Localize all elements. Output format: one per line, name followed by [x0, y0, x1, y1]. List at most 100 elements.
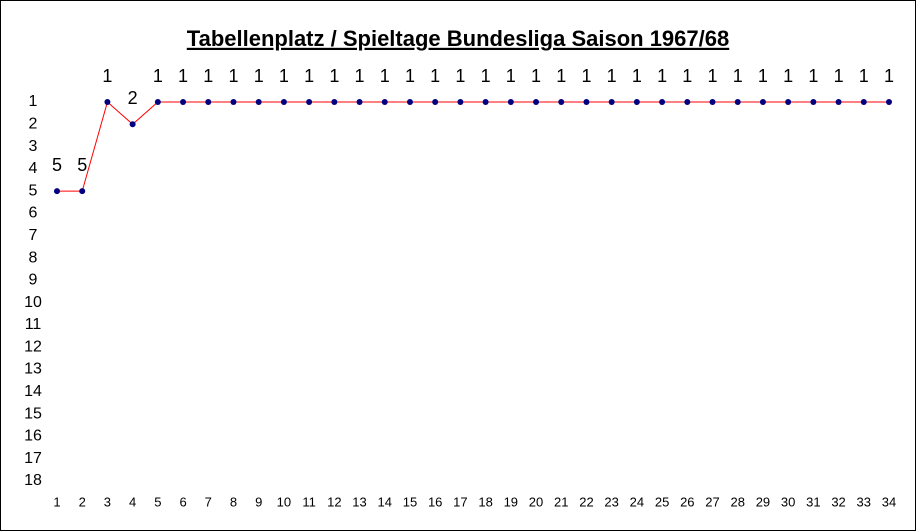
marker: [835, 99, 842, 105]
chart-title: Tabellenplatz / Spieltage Bundesliga Sai…: [187, 26, 729, 51]
x-tick-label: 11: [302, 494, 316, 509]
x-tick-label: 22: [579, 494, 593, 509]
marker: [482, 99, 489, 105]
data-label: 1: [733, 66, 743, 86]
marker: [457, 99, 464, 105]
data-label: 1: [380, 66, 390, 86]
marker: [104, 99, 111, 105]
marker: [785, 99, 792, 105]
x-tick-label: 30: [781, 494, 795, 509]
x-tick-label: 3: [104, 494, 111, 509]
marker: [659, 99, 666, 105]
x-tick-label: 14: [378, 494, 392, 509]
x-tick-label: 4: [129, 494, 136, 509]
marker: [381, 99, 388, 105]
x-tick-label: 16: [428, 494, 442, 509]
y-tick-label: 6: [29, 205, 38, 222]
data-label: 1: [228, 66, 238, 86]
data-label: 1: [178, 66, 188, 86]
marker: [356, 99, 363, 105]
marker: [810, 99, 817, 105]
marker: [633, 99, 640, 105]
data-label: 1: [355, 66, 365, 86]
x-tick-label: 31: [806, 494, 820, 509]
marker: [280, 99, 287, 105]
y-tick-label: 9: [29, 272, 38, 289]
y-tick-label: 14: [24, 383, 42, 400]
data-label: 1: [884, 66, 894, 86]
data-label: 1: [632, 66, 642, 86]
marker: [205, 99, 212, 105]
data-label: 1: [430, 66, 440, 86]
data-label: 1: [153, 66, 163, 86]
x-tick-label: 2: [79, 494, 86, 509]
x-tick-label: 15: [403, 494, 417, 509]
y-tick-label: 15: [24, 405, 42, 422]
marker: [608, 99, 615, 105]
x-tick-label: 1: [53, 494, 60, 509]
data-label: 1: [556, 66, 566, 86]
data-label: 1: [304, 66, 314, 86]
data-label: 1: [708, 66, 718, 86]
x-tick-label: 9: [255, 494, 262, 509]
x-tick-label: 17: [453, 494, 467, 509]
data-label: 1: [607, 66, 617, 86]
marker: [759, 99, 766, 105]
data-label: 1: [859, 66, 869, 86]
x-tick-label: 18: [478, 494, 492, 509]
data-label: 5: [52, 155, 62, 175]
marker: [583, 99, 590, 105]
data-label: 5: [77, 155, 87, 175]
marker: [886, 99, 892, 105]
marker: [255, 99, 262, 105]
line: [57, 101, 889, 192]
data-label: 1: [682, 66, 692, 86]
y-tick-label: 17: [24, 450, 42, 467]
data-label: 1: [279, 66, 289, 86]
x-tick-label: 20: [529, 494, 543, 509]
x-tick-label: 34: [882, 494, 896, 509]
marker: [684, 99, 691, 105]
data-label: 1: [834, 66, 844, 86]
marker: [533, 99, 540, 105]
marker: [709, 99, 716, 105]
data-label: 1: [102, 66, 112, 86]
y-tick-label: 8: [29, 249, 38, 266]
x-tick-label: 7: [205, 494, 212, 509]
y-tick-label: 16: [24, 428, 42, 445]
marker: [54, 188, 60, 195]
data-label: 1: [783, 66, 793, 86]
x-tick-label: 32: [831, 494, 845, 509]
y-tick-label: 4: [29, 160, 38, 177]
x-tick-label: 21: [554, 494, 568, 509]
x-tick-label: 33: [857, 494, 871, 509]
x-tick-label: 27: [705, 494, 719, 509]
marker: [331, 99, 338, 105]
data-label: 1: [758, 66, 768, 86]
marker: [734, 99, 741, 105]
marker: [860, 99, 867, 105]
marker: [306, 99, 313, 105]
y-tick-label: 18: [24, 472, 42, 489]
data-label: 1: [657, 66, 667, 86]
x-tick-label: 10: [277, 494, 291, 509]
x-tick-label: 24: [630, 494, 644, 509]
y-tick-label: 1: [29, 93, 38, 110]
data-label: 1: [506, 66, 516, 86]
data-label: 1: [581, 66, 591, 86]
marker: [79, 188, 86, 195]
marker: [558, 99, 565, 105]
data-label: 1: [481, 66, 491, 86]
x-tick-label: 25: [655, 494, 669, 509]
y-tick-label: 12: [24, 338, 42, 355]
data-label: 1: [203, 66, 213, 86]
x-tick-label: 29: [756, 494, 770, 509]
y-tick-label: 7: [29, 227, 38, 244]
marker: [230, 99, 237, 105]
data-label: 1: [808, 66, 818, 86]
marker: [406, 99, 413, 105]
marker: [180, 99, 187, 105]
y-tick-label: 3: [29, 138, 38, 155]
data-label: 1: [405, 66, 415, 86]
marker: [507, 99, 514, 105]
